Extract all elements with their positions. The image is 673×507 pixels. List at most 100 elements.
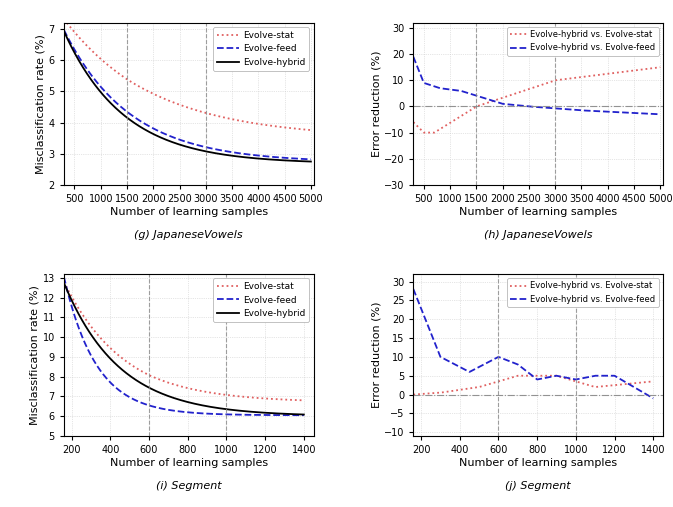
Evolve-hybrid <box>299 412 308 418</box>
Text: (j) Segment: (j) Segment <box>505 481 571 491</box>
Evolve-hybrid vs. Evolve-feed <box>595 108 603 114</box>
Evolve-hybrid vs. Evolve-feed <box>649 395 658 402</box>
Evolve-stat <box>155 376 163 382</box>
Line: Evolve-feed: Evolve-feed <box>64 30 311 159</box>
Evolve-feed <box>60 27 68 33</box>
Evolve-feed <box>307 156 315 162</box>
Evolve-hybrid vs. Evolve-feed <box>409 286 417 292</box>
Evolve-hybrid vs. Evolve-feed <box>560 374 568 380</box>
Evolve-stat <box>178 102 186 108</box>
Evolve-stat <box>234 393 242 400</box>
X-axis label: Number of learning samples: Number of learning samples <box>459 458 617 468</box>
Evolve-hybrid vs. Evolve-feed <box>504 357 512 364</box>
Evolve-hybrid vs. Evolve-stat <box>522 87 530 93</box>
Y-axis label: Misclassification rate (%): Misclassification rate (%) <box>30 285 40 425</box>
Line: Evolve-hybrid vs. Evolve-feed: Evolve-hybrid vs. Evolve-feed <box>413 57 660 114</box>
Evolve-hybrid vs. Evolve-stat <box>473 103 481 109</box>
Evolve-hybrid vs. Evolve-feed <box>473 93 481 99</box>
Evolve-feed <box>155 405 163 411</box>
Evolve-stat <box>295 126 303 132</box>
Line: Evolve-stat: Evolve-stat <box>64 282 304 401</box>
Evolve-feed <box>295 156 303 162</box>
Evolve-hybrid vs. Evolve-feed <box>438 355 446 361</box>
Evolve-hybrid <box>234 408 242 414</box>
Evolve-hybrid vs. Evolve-stat <box>649 378 658 384</box>
Evolve-hybrid <box>155 389 163 395</box>
Evolve-feed <box>178 137 186 143</box>
Evolve-stat <box>60 16 68 22</box>
Line: Evolve-hybrid vs. Evolve-feed: Evolve-hybrid vs. Evolve-feed <box>413 289 653 399</box>
Evolve-hybrid vs. Evolve-stat <box>596 71 604 78</box>
Evolve-hybrid vs. Evolve-feed <box>574 107 582 113</box>
Evolve-hybrid vs. Evolve-stat <box>514 373 522 379</box>
Evolve-hybrid vs. Evolve-stat <box>575 75 583 81</box>
Evolve-hybrid vs. Evolve-feed <box>555 105 563 112</box>
Text: (h) JapaneseVowels: (h) JapaneseVowels <box>484 230 592 240</box>
Evolve-stat <box>303 127 311 133</box>
Legend: Evolve-stat, Evolve-feed, Evolve-hybrid: Evolve-stat, Evolve-feed, Evolve-hybrid <box>213 27 309 70</box>
Evolve-hybrid <box>303 158 311 164</box>
Evolve-stat <box>158 95 166 101</box>
Evolve-stat <box>299 397 308 404</box>
Y-axis label: Error reduction (%): Error reduction (%) <box>371 302 381 408</box>
X-axis label: Number of learning samples: Number of learning samples <box>110 207 268 216</box>
Evolve-hybrid vs. Evolve-feed <box>656 111 664 117</box>
Evolve-hybrid vs. Evolve-stat <box>555 77 563 83</box>
Evolve-hybrid vs. Evolve-feed <box>583 374 592 380</box>
Evolve-hybrid <box>138 381 146 387</box>
Evolve-hybrid <box>307 159 315 165</box>
Evolve-hybrid vs. Evolve-feed <box>409 54 417 60</box>
Evolve-hybrid vs. Evolve-stat <box>656 64 664 70</box>
Evolve-hybrid <box>194 147 202 153</box>
Evolve-hybrid vs. Evolve-stat <box>487 380 495 386</box>
Evolve-stat <box>194 107 202 114</box>
Evolve-hybrid <box>104 98 112 104</box>
Evolve-stat <box>104 62 112 68</box>
Evolve-hybrid <box>60 28 68 34</box>
Evolve-hybrid vs. Evolve-stat <box>438 389 446 395</box>
Evolve-hybrid vs. Evolve-stat <box>504 376 512 382</box>
Evolve-feed <box>158 130 166 136</box>
Evolve-hybrid vs. Evolve-stat <box>584 382 592 388</box>
Y-axis label: Misclassification rate (%): Misclassification rate (%) <box>36 34 46 174</box>
Evolve-hybrid vs. Evolve-feed <box>582 374 590 380</box>
Legend: Evolve-stat, Evolve-feed, Evolve-hybrid: Evolve-stat, Evolve-feed, Evolve-hybrid <box>213 278 309 322</box>
Evolve-hybrid <box>233 408 241 414</box>
Evolve-hybrid <box>295 158 303 164</box>
Evolve-hybrid vs. Evolve-feed <box>521 103 529 109</box>
Line: Evolve-hybrid: Evolve-hybrid <box>64 31 311 162</box>
Evolve-feed <box>233 412 241 418</box>
Evolve-stat <box>138 369 146 375</box>
Evolve-hybrid <box>211 405 219 411</box>
Legend: Evolve-hybrid vs. Evolve-stat, Evolve-hybrid vs. Evolve-feed: Evolve-hybrid vs. Evolve-stat, Evolve-hy… <box>507 27 659 56</box>
Evolve-hybrid vs. Evolve-stat <box>454 115 462 121</box>
Evolve-hybrid <box>158 135 166 141</box>
Line: Evolve-stat: Evolve-stat <box>64 19 311 130</box>
Evolve-stat <box>307 127 315 133</box>
Evolve-feed <box>303 156 311 162</box>
Line: Evolve-hybrid: Evolve-hybrid <box>64 283 304 415</box>
Evolve-hybrid vs. Evolve-stat <box>409 119 417 125</box>
Evolve-hybrid <box>178 142 186 149</box>
Evolve-feed <box>89 356 97 362</box>
Evolve-hybrid vs. Evolve-feed <box>487 357 495 364</box>
Evolve-stat <box>233 393 241 399</box>
Evolve-feed <box>104 92 112 98</box>
Evolve-hybrid vs. Evolve-stat <box>583 382 591 388</box>
Text: (g) JapaneseVowels: (g) JapaneseVowels <box>135 230 243 240</box>
Y-axis label: Error reduction (%): Error reduction (%) <box>371 51 381 157</box>
Evolve-stat <box>89 325 97 332</box>
X-axis label: Number of learning samples: Number of learning samples <box>110 458 268 468</box>
Evolve-feed <box>211 411 219 417</box>
Line: Evolve-hybrid vs. Evolve-stat: Evolve-hybrid vs. Evolve-stat <box>413 67 660 133</box>
X-axis label: Number of learning samples: Number of learning samples <box>459 207 617 216</box>
Line: Evolve-hybrid vs. Evolve-stat: Evolve-hybrid vs. Evolve-stat <box>413 376 653 394</box>
Evolve-stat <box>60 279 68 285</box>
Evolve-feed <box>299 412 308 418</box>
Evolve-feed <box>138 400 146 406</box>
Text: (i) Segment: (i) Segment <box>156 481 221 491</box>
Evolve-stat <box>211 390 219 396</box>
Line: Evolve-feed: Evolve-feed <box>64 277 304 415</box>
Evolve-hybrid vs. Evolve-stat <box>420 130 428 136</box>
Evolve-feed <box>60 274 68 280</box>
